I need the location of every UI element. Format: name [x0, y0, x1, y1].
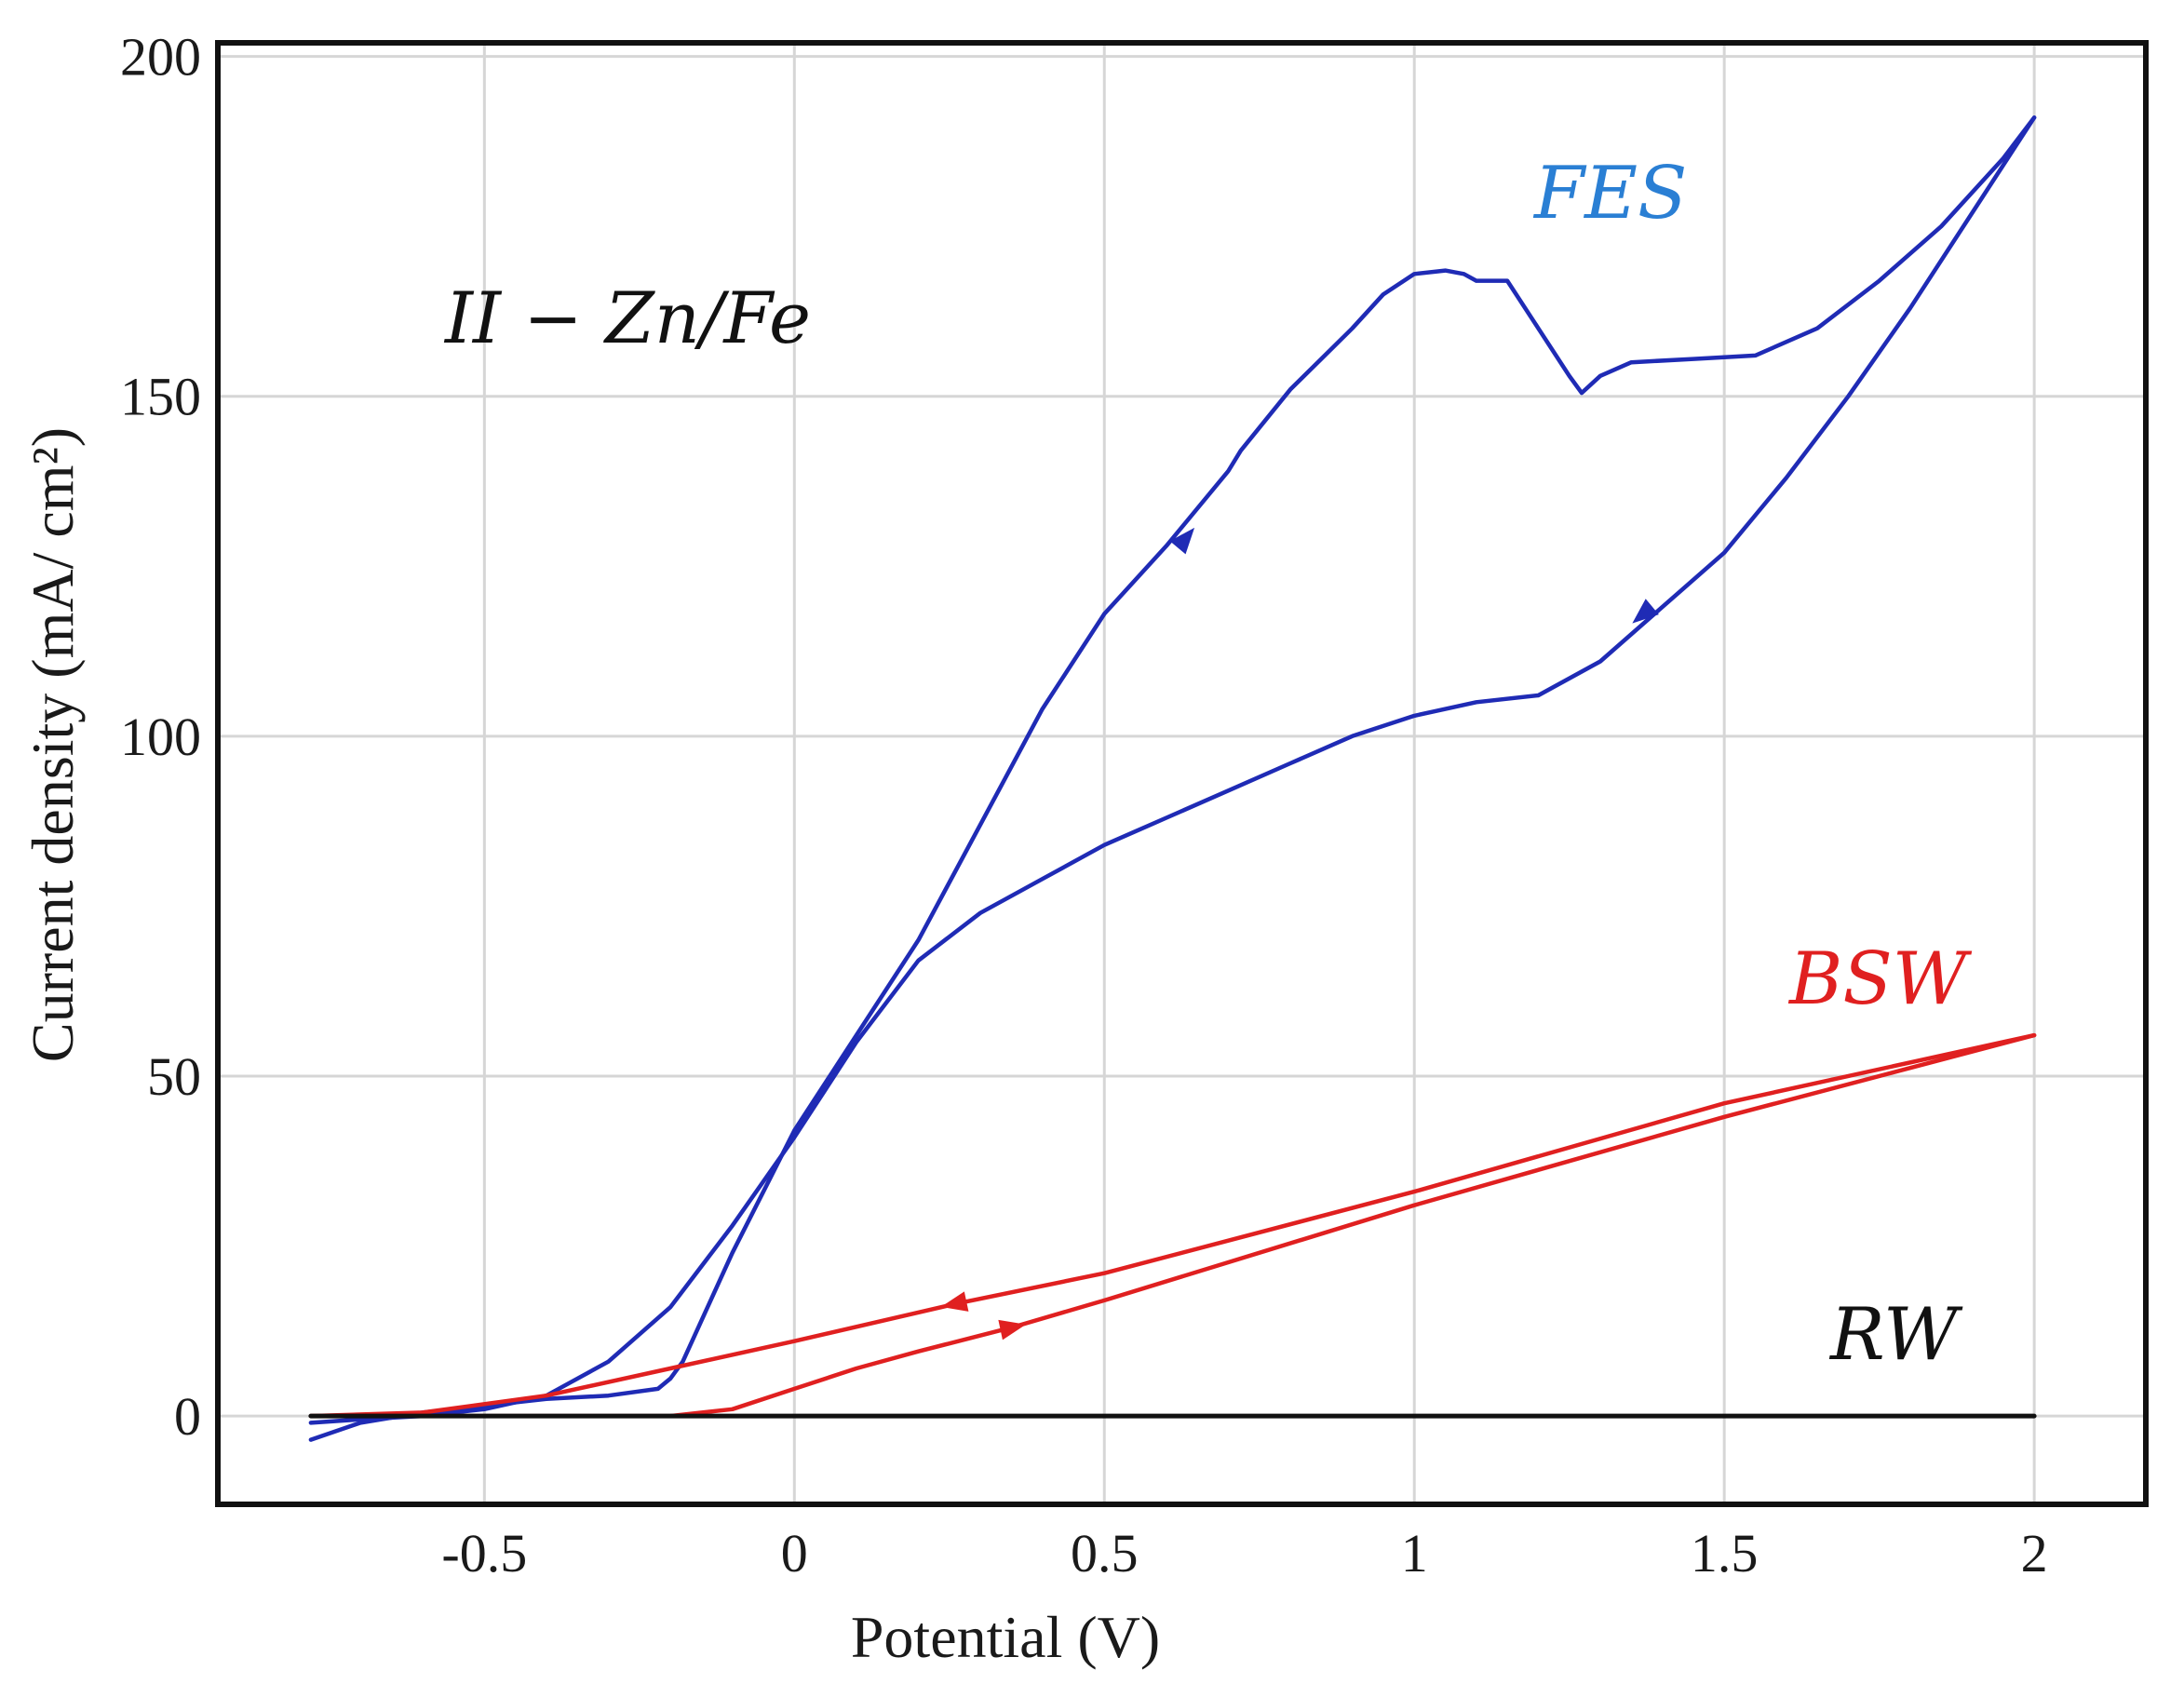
y-tick-label: 200	[120, 27, 201, 88]
y-axis-title: Current density (mA/ cm²)	[20, 427, 86, 1062]
x-tick-label: 1.5	[1691, 1523, 1759, 1583]
arrow-marker-fes	[1169, 527, 1195, 555]
x-tick-label: -0.5	[441, 1523, 527, 1583]
y-tick-label: 0	[174, 1386, 201, 1447]
x-tick-label: 0.5	[1071, 1523, 1139, 1583]
arrow-marker-bsw	[940, 1291, 969, 1312]
arrow-marker-bsw	[998, 1319, 1027, 1340]
x-axis-title: Potential (V)	[851, 1604, 1160, 1670]
y-tick-label: 100	[120, 707, 201, 767]
y-tick-label: 50	[147, 1046, 201, 1107]
chart-title: II − Zn/Fe	[443, 276, 811, 359]
y-tick-label: 150	[120, 367, 201, 427]
x-axis-ticks: -0.5 0 0.5 1 1.5 2	[441, 1523, 2047, 1583]
x-tick-label: 0	[781, 1523, 808, 1583]
y-axis-ticks: 0 50 100 150 200	[120, 27, 201, 1447]
plot-frame	[215, 40, 2149, 1507]
x-tick-label: 2	[2021, 1523, 2048, 1583]
x-tick-label: 1	[1401, 1523, 1428, 1583]
series-label-bsw: BSW	[1787, 937, 1973, 1021]
series-line-fes-forward	[308, 115, 2037, 1442]
series-line-fes-reverse	[308, 115, 2037, 1425]
series-label-fes: FES	[1532, 152, 1688, 236]
grid-lines	[218, 43, 2146, 1504]
series-line-bsw-reverse	[308, 1032, 2037, 1419]
arrow-marker-fes	[1632, 599, 1659, 624]
series-label-rw: RW	[1828, 1293, 1963, 1377]
data-series	[308, 115, 2037, 1442]
